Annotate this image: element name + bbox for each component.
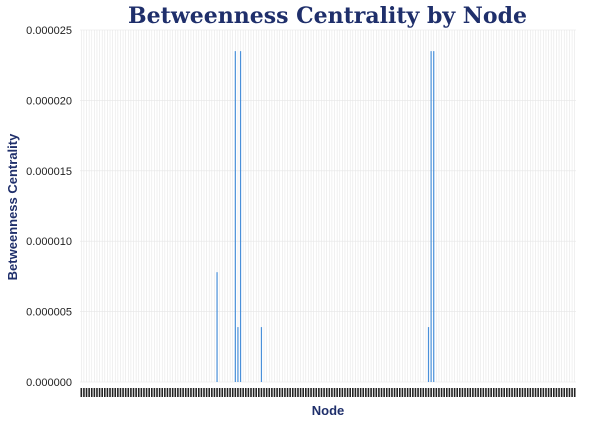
bar: [239, 51, 242, 383]
y-tick-label: 0.000025: [26, 25, 72, 37]
y-axis-label: Betweenness Centrality: [5, 133, 20, 280]
y-tick-label: 0.000020: [26, 95, 72, 107]
bar: [216, 272, 218, 382]
bar: [430, 51, 432, 383]
bar: [433, 51, 435, 383]
y-tick-label: 0.000005: [26, 307, 72, 319]
y-tick-label: 0.000010: [26, 236, 72, 248]
x-axis-ticks: [80, 388, 576, 397]
y-tick-label: 0.000000: [26, 377, 72, 389]
y-axis-ticks: 0.000000 0.000005 0.000010 0.000015 0.000020…: [26, 25, 72, 389]
bar: [234, 51, 236, 383]
chart-title: Betweenness Centrality by Node: [128, 3, 527, 29]
bars: [216, 51, 435, 383]
bar: [237, 327, 239, 382]
bar: [427, 327, 430, 382]
grid-lines: [80, 29, 576, 383]
y-tick-label: 0.000015: [26, 166, 72, 178]
x-axis-label: Node: [312, 403, 345, 418]
bar: [260, 327, 263, 382]
